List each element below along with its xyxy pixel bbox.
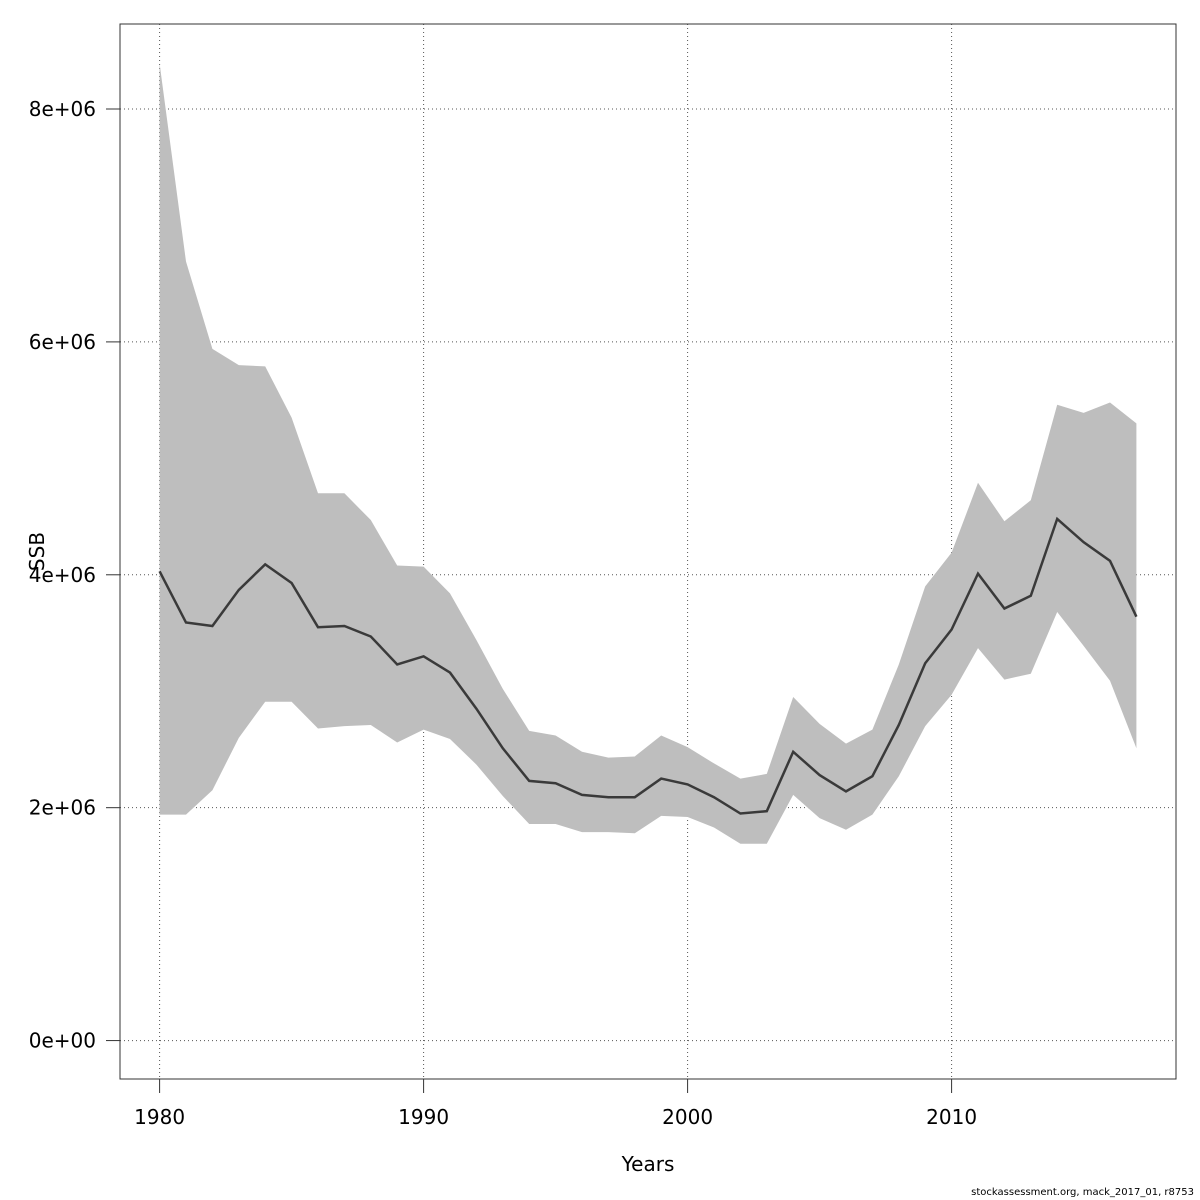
x-tick-label-2000: 2000 <box>662 1105 713 1129</box>
confidence-band <box>159 63 1137 844</box>
x-axis: 1980 1990 2000 2010 <box>134 1078 977 1129</box>
y-tick-label-6e+06: 6e+06 <box>29 330 96 354</box>
y-tick-label-0e+00: 0e+00 <box>29 1029 96 1053</box>
footer-credit: stockassessment.org, mack_2017_01, r8753 <box>971 1187 1194 1198</box>
ssb-estimate-line <box>158 516 1138 815</box>
y-tick-label-4e+06: 4e+06 <box>29 563 96 587</box>
x-tick-label-2010: 2010 <box>926 1105 977 1129</box>
y-tick-label-8e+06: 8e+06 <box>29 97 96 121</box>
y-tick-label-2e+06: 2e+06 <box>29 796 96 820</box>
y-axis: 0e+00 2e+06 4e+06 6e+06 8e+06 <box>29 97 120 1053</box>
x-tick-label-1980: 1980 <box>134 1105 185 1129</box>
y-axis-title: SSB <box>25 532 49 571</box>
x-axis-title: Years <box>621 1152 675 1176</box>
x-tick-label-1990: 1990 <box>398 1105 449 1129</box>
